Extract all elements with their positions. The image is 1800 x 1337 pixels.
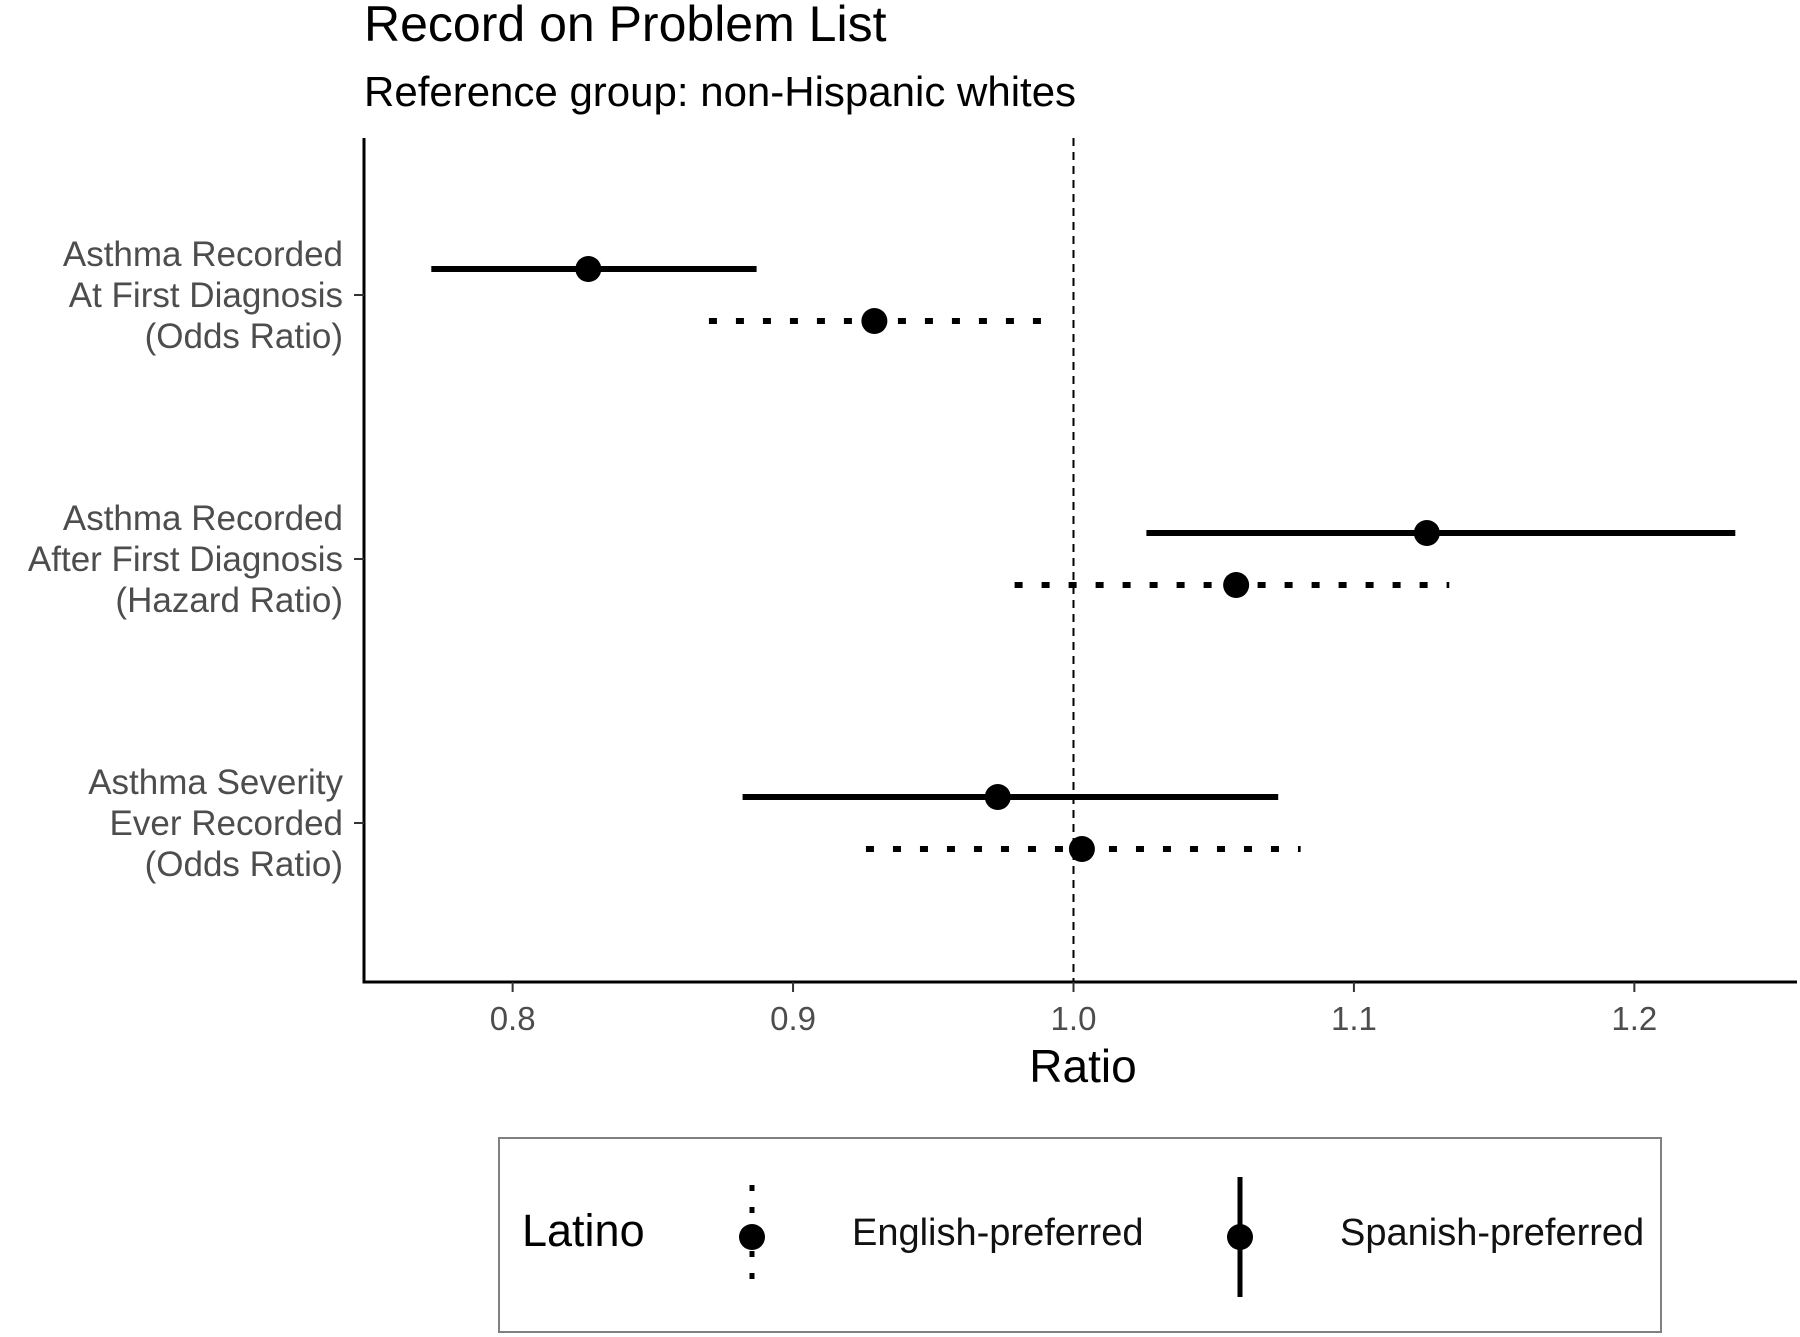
y-category-label: Asthma Recorded At First Diagnosis (Odds R… — [63, 235, 343, 356]
legend: Latino English-preferred Spanish-preferr… — [498, 1137, 1662, 1333]
point-estimate-english — [861, 308, 888, 334]
point-estimate-spanish — [984, 784, 1011, 810]
legend-key-spanish — [1227, 1177, 1253, 1297]
legend-label-english: English-preferred — [852, 1212, 1144, 1254]
y-category-label-line: (Odds Ratio) — [145, 317, 343, 356]
y-category-label-line: Asthma Recorded — [63, 499, 343, 538]
axes: 0.8 0.9 1.0 1.1 1.2 — [354, 138, 1797, 1037]
y-category-label-line: After First Diagnosis — [28, 540, 343, 579]
y-axis-labels: Asthma Recorded At First Diagnosis (Odds R… — [28, 235, 344, 884]
point-estimate-english — [1068, 836, 1095, 862]
y-category-label-line: Ever Recorded — [110, 804, 343, 843]
point-estimate-spanish — [575, 256, 602, 282]
y-category-label-line: At First Diagnosis — [69, 276, 343, 315]
y-category-label-line: (Hazard Ratio) — [115, 581, 343, 620]
x-tick-label: 0.8 — [490, 1000, 536, 1037]
x-axis-label: Ratio — [1029, 1040, 1136, 1092]
y-category-label-line: Asthma Recorded — [63, 235, 343, 274]
x-tick-label: 0.9 — [770, 1000, 816, 1037]
y-category-label-line: (Odds Ratio) — [145, 845, 343, 884]
plot-marks — [431, 256, 1736, 862]
x-tick-label: 1.1 — [1331, 1000, 1377, 1037]
legend-label-spanish: Spanish-preferred — [1340, 1212, 1645, 1254]
legend-key-english — [739, 1185, 765, 1289]
y-category-label-line: Asthma Severity — [88, 763, 343, 802]
y-category-label: Asthma Recorded After First Diagnosis (Haz… — [28, 499, 343, 620]
forest-plot: Asthma Recorded At First Diagnosis (Odds R… — [28, 138, 1797, 1092]
chart-subtitle: Reference group: non-Hispanic whites — [364, 68, 1077, 115]
x-tick-label: 1.0 — [1051, 1000, 1097, 1037]
point-estimate-spanish — [1413, 520, 1440, 546]
chart-title: Record on Problem List — [364, 0, 887, 52]
point-estimate-english — [1223, 572, 1250, 598]
x-tick-label: 1.2 — [1611, 1000, 1657, 1037]
y-category-label: Asthma Severity Ever Recorded (Odds Ratio) — [88, 763, 343, 884]
legend-title: Latino — [522, 1205, 645, 1256]
